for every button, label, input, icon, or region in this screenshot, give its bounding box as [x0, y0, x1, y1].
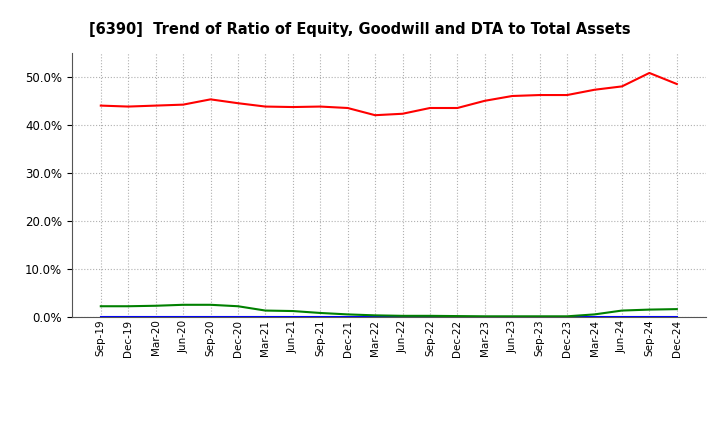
Equity — [289, 104, 297, 110]
Goodwill — [398, 314, 407, 319]
Goodwill — [96, 314, 105, 319]
Equity — [233, 101, 242, 106]
Deferred Tax Assets — [480, 314, 489, 319]
Deferred Tax Assets — [124, 304, 132, 309]
Goodwill — [316, 314, 325, 319]
Deferred Tax Assets — [672, 307, 681, 312]
Goodwill — [289, 314, 297, 319]
Equity — [426, 105, 434, 110]
Equity — [179, 102, 187, 107]
Deferred Tax Assets — [508, 314, 516, 319]
Equity — [398, 111, 407, 117]
Goodwill — [151, 314, 160, 319]
Goodwill — [618, 314, 626, 319]
Deferred Tax Assets — [453, 313, 462, 319]
Deferred Tax Assets — [96, 304, 105, 309]
Deferred Tax Assets — [590, 312, 599, 317]
Equity — [672, 81, 681, 87]
Deferred Tax Assets — [426, 313, 434, 319]
Goodwill — [672, 314, 681, 319]
Text: [6390]  Trend of Ratio of Equity, Goodwill and DTA to Total Assets: [6390] Trend of Ratio of Equity, Goodwil… — [89, 22, 631, 37]
Equity — [536, 92, 544, 98]
Deferred Tax Assets — [371, 313, 379, 318]
Equity — [206, 97, 215, 102]
Line: Deferred Tax Assets: Deferred Tax Assets — [101, 305, 677, 316]
Equity — [508, 93, 516, 99]
Goodwill — [371, 314, 379, 319]
Goodwill — [453, 314, 462, 319]
Goodwill — [536, 314, 544, 319]
Deferred Tax Assets — [206, 302, 215, 308]
Goodwill — [645, 314, 654, 319]
Deferred Tax Assets — [398, 313, 407, 319]
Equity — [261, 104, 270, 109]
Equity — [645, 70, 654, 76]
Deferred Tax Assets — [179, 302, 187, 308]
Deferred Tax Assets — [536, 314, 544, 319]
Goodwill — [563, 314, 572, 319]
Deferred Tax Assets — [645, 307, 654, 312]
Line: Equity: Equity — [101, 73, 677, 115]
Equity — [590, 87, 599, 92]
Equity — [563, 92, 572, 98]
Goodwill — [179, 314, 187, 319]
Goodwill — [590, 314, 599, 319]
Deferred Tax Assets — [233, 304, 242, 309]
Deferred Tax Assets — [289, 308, 297, 314]
Deferred Tax Assets — [151, 303, 160, 308]
Equity — [618, 84, 626, 89]
Equity — [124, 104, 132, 109]
Deferred Tax Assets — [563, 314, 572, 319]
Goodwill — [508, 314, 516, 319]
Equity — [480, 98, 489, 103]
Goodwill — [343, 314, 352, 319]
Equity — [371, 113, 379, 118]
Equity — [151, 103, 160, 108]
Goodwill — [233, 314, 242, 319]
Equity — [453, 105, 462, 110]
Goodwill — [426, 314, 434, 319]
Deferred Tax Assets — [261, 308, 270, 313]
Equity — [96, 103, 105, 108]
Goodwill — [206, 314, 215, 319]
Deferred Tax Assets — [343, 312, 352, 317]
Goodwill — [480, 314, 489, 319]
Equity — [343, 105, 352, 110]
Equity — [316, 104, 325, 109]
Deferred Tax Assets — [618, 308, 626, 313]
Goodwill — [261, 314, 270, 319]
Goodwill — [124, 314, 132, 319]
Deferred Tax Assets — [316, 310, 325, 315]
